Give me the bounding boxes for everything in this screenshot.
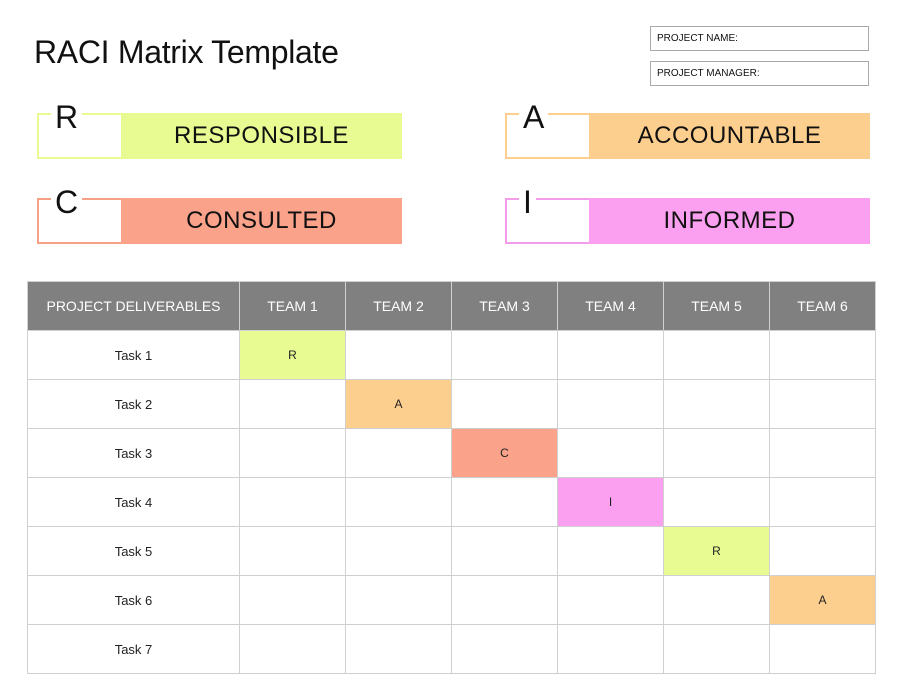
raci-cell[interactable] — [345, 330, 452, 380]
raci-cell[interactable] — [239, 526, 346, 576]
header-team: TEAM 2 — [345, 281, 452, 331]
raci-cell[interactable]: C — [451, 428, 558, 478]
legend-label: CONSULTED — [121, 198, 402, 244]
table-row: Task 3 C — [27, 428, 876, 478]
legend-bracket — [505, 198, 589, 244]
header-project-deliverables: PROJECT DELIVERABLES — [27, 281, 240, 331]
raci-cell[interactable] — [239, 624, 346, 674]
raci-table: PROJECT DELIVERABLES TEAM 1 TEAM 2 TEAM … — [27, 281, 876, 674]
raci-cell[interactable] — [557, 624, 664, 674]
raci-cell[interactable] — [239, 428, 346, 478]
legend-informed: I INFORMED — [505, 184, 870, 244]
raci-cell[interactable] — [239, 477, 346, 527]
project-name-field[interactable]: PROJECT NAME: — [650, 26, 869, 51]
raci-cell[interactable] — [769, 526, 876, 576]
raci-cell[interactable] — [345, 428, 452, 478]
raci-cell[interactable] — [769, 330, 876, 380]
raci-cell[interactable] — [557, 330, 664, 380]
task-cell[interactable]: Task 7 — [27, 624, 240, 674]
raci-cell[interactable] — [345, 624, 452, 674]
legend-accountable: A ACCOUNTABLE — [505, 99, 870, 159]
raci-cell[interactable] — [663, 330, 770, 380]
raci-cell[interactable] — [769, 428, 876, 478]
legend-label: RESPONSIBLE — [121, 113, 402, 159]
raci-cell[interactable] — [557, 428, 664, 478]
legend-consulted: C CONSULTED — [37, 184, 402, 244]
task-cell[interactable]: Task 5 — [27, 526, 240, 576]
header-team: TEAM 5 — [663, 281, 770, 331]
raci-cell[interactable] — [451, 330, 558, 380]
raci-cell[interactable] — [663, 379, 770, 429]
raci-cell[interactable] — [345, 526, 452, 576]
raci-cell[interactable] — [769, 477, 876, 527]
table-row: Task 6 A — [27, 575, 876, 625]
header-team: TEAM 4 — [557, 281, 664, 331]
raci-cell[interactable] — [451, 624, 558, 674]
raci-cell[interactable] — [663, 428, 770, 478]
legend-letter: C — [51, 184, 83, 220]
raci-cell[interactable] — [451, 526, 558, 576]
raci-cell[interactable]: A — [769, 575, 876, 625]
raci-cell[interactable] — [557, 526, 664, 576]
raci-cell[interactable] — [557, 379, 664, 429]
raci-cell[interactable] — [663, 575, 770, 625]
project-manager-field[interactable]: PROJECT MANAGER: — [650, 61, 869, 86]
raci-cell[interactable] — [557, 575, 664, 625]
header-team: TEAM 6 — [769, 281, 876, 331]
task-cell[interactable]: Task 3 — [27, 428, 240, 478]
raci-cell[interactable] — [451, 379, 558, 429]
raci-cell[interactable] — [769, 379, 876, 429]
table-row: Task 1 R — [27, 330, 876, 380]
table-row: Task 5 R — [27, 526, 876, 576]
legend-label: INFORMED — [589, 198, 870, 244]
raci-cell[interactable] — [239, 575, 346, 625]
legend-letter: I — [519, 184, 536, 220]
legend-letter: R — [51, 99, 83, 135]
raci-cell[interactable]: A — [345, 379, 452, 429]
raci-cell[interactable] — [451, 575, 558, 625]
raci-cell[interactable] — [663, 477, 770, 527]
raci-cell[interactable] — [663, 624, 770, 674]
task-cell[interactable]: Task 1 — [27, 330, 240, 380]
legend-label: ACCOUNTABLE — [589, 113, 870, 159]
header-team: TEAM 3 — [451, 281, 558, 331]
raci-cell[interactable] — [451, 477, 558, 527]
table-header-row: PROJECT DELIVERABLES TEAM 1 TEAM 2 TEAM … — [27, 281, 876, 331]
raci-cell[interactable] — [239, 379, 346, 429]
legend-letter: A — [519, 99, 549, 135]
raci-cell[interactable]: R — [239, 330, 346, 380]
task-cell[interactable]: Task 2 — [27, 379, 240, 429]
table-row: Task 7 — [27, 624, 876, 674]
raci-cell[interactable]: R — [663, 526, 770, 576]
table-row: Task 2 A — [27, 379, 876, 429]
task-cell[interactable]: Task 4 — [27, 477, 240, 527]
page-title: RACI Matrix Template — [34, 34, 339, 70]
legend-responsible: R RESPONSIBLE — [37, 99, 402, 159]
raci-cell[interactable] — [769, 624, 876, 674]
header-team: TEAM 1 — [239, 281, 346, 331]
table-row: Task 4 I — [27, 477, 876, 527]
raci-cell[interactable] — [345, 477, 452, 527]
raci-cell[interactable] — [345, 575, 452, 625]
raci-cell[interactable]: I — [557, 477, 664, 527]
task-cell[interactable]: Task 6 — [27, 575, 240, 625]
